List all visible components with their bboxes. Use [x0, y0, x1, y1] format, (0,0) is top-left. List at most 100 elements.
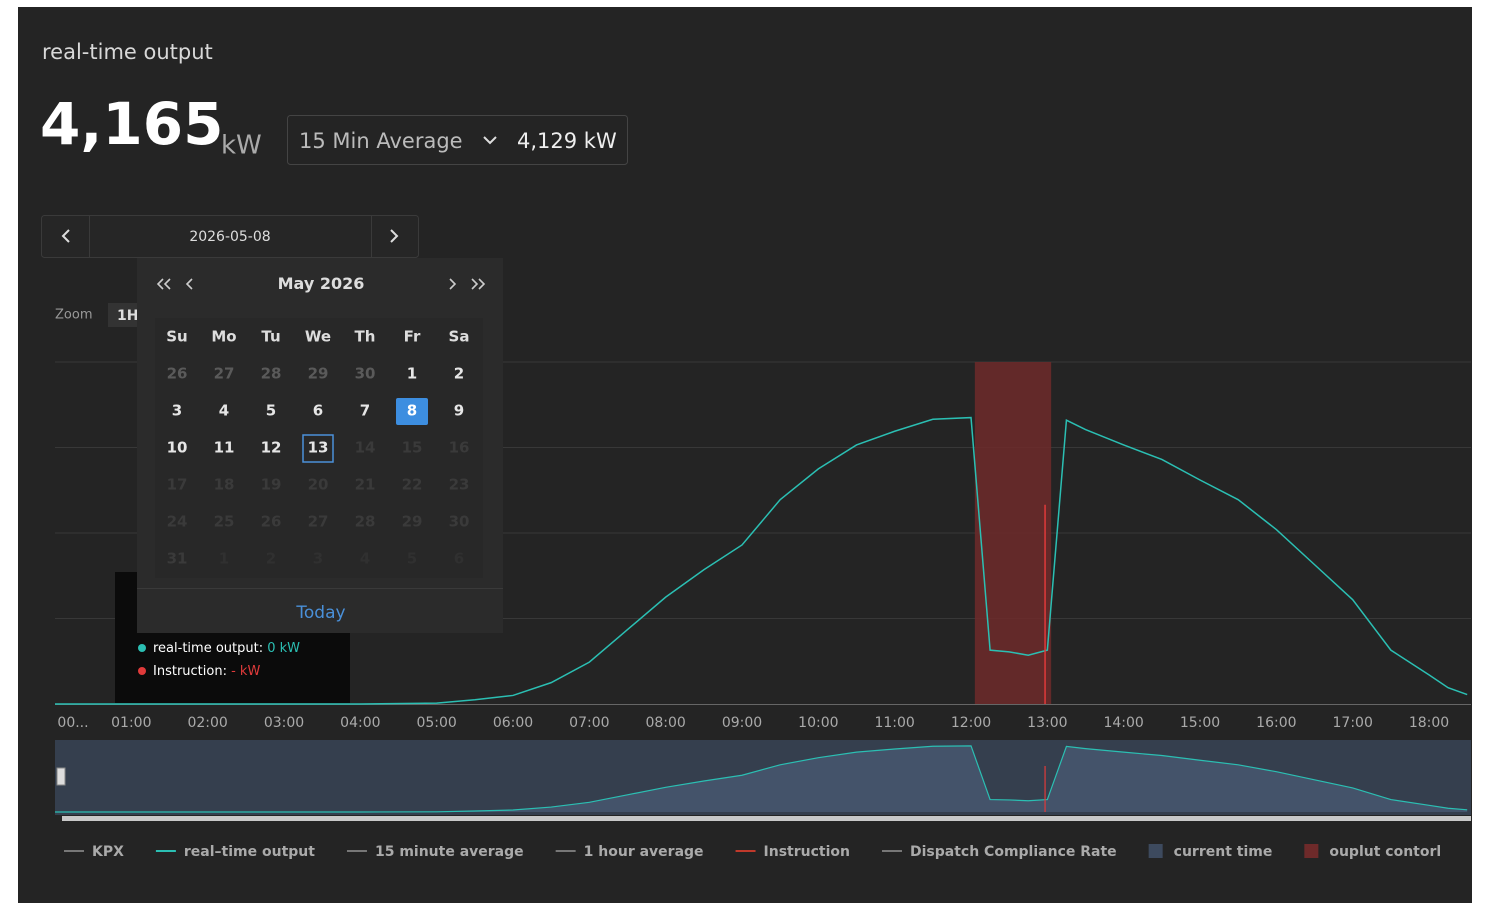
legend-label[interactable]: 15 minute average [375, 844, 524, 860]
date-bar [41, 215, 419, 258]
calendar-next[interactable] [449, 278, 486, 290]
x-tick-label: 07:00 [569, 715, 609, 731]
day[interactable]: 8 [407, 402, 417, 420]
day: 4 [360, 550, 370, 568]
day: 26 [261, 513, 282, 531]
tooltip-value: 0 kW [267, 641, 300, 656]
weekday: Tu [261, 328, 280, 346]
x-tick-label: 04:00 [340, 715, 380, 731]
selected-day [396, 398, 428, 425]
legend-swatch [1304, 844, 1319, 858]
day: 21 [355, 476, 376, 494]
day[interactable]: 12 [261, 439, 282, 457]
day: 29 [402, 513, 423, 531]
day: 18 [214, 476, 235, 494]
weekday: We [305, 328, 331, 346]
day: 19 [261, 476, 282, 494]
x-tick-label: 15:00 [1180, 715, 1220, 731]
day[interactable]: 7 [360, 402, 370, 420]
day: 25 [214, 513, 235, 531]
average-value: 4,129 kW [517, 129, 617, 153]
average-dropdown[interactable] [287, 115, 628, 165]
legend-label[interactable]: Dispatch Compliance Rate [910, 844, 1117, 860]
x-tick-label: 13:00 [1027, 715, 1067, 731]
day: 31 [167, 550, 188, 568]
day[interactable]: 9 [454, 402, 464, 420]
zoom-button-label[interactable]: 1H [117, 308, 138, 324]
day: 30 [449, 513, 470, 531]
scrollbar[interactable] [62, 816, 1471, 821]
weekday: Fr [404, 328, 421, 346]
navigator-area [55, 745, 1468, 812]
title: real-time output [42, 40, 213, 64]
legend-swatch [1148, 844, 1163, 858]
weekday: Su [166, 328, 187, 346]
day[interactable]: 1 [407, 365, 417, 383]
day: 2 [266, 550, 276, 568]
day: 5 [407, 550, 417, 568]
average-select[interactable]: 15 Min Average [299, 129, 463, 153]
day: 3 [313, 550, 323, 568]
day[interactable]: 3 [172, 402, 182, 420]
day[interactable]: 26 [167, 365, 188, 383]
zoom-button[interactable] [108, 303, 140, 327]
day: 27 [308, 513, 329, 531]
month: May [278, 274, 315, 293]
x-tick-label: 09:00 [722, 715, 762, 731]
day: 6 [454, 550, 464, 568]
navigator [55, 740, 1471, 821]
legend-label[interactable]: real–time output [184, 844, 315, 860]
day: 14 [355, 439, 376, 457]
x-tick-label: 17:00 [1333, 715, 1373, 731]
day[interactable]: 10 [167, 439, 188, 457]
x-tick-label: 06:00 [493, 715, 533, 731]
day: 20 [308, 476, 329, 494]
tooltip-label: Instruction: - kW [153, 664, 260, 679]
weekday: Sa [449, 328, 470, 346]
navigator-line [55, 745, 1468, 813]
legend-label[interactable]: current time [1174, 844, 1273, 860]
day[interactable]: 2 [454, 365, 464, 383]
day: 28 [355, 513, 376, 531]
x-tick-label: 01:00 [111, 715, 151, 731]
day[interactable]: 6 [313, 402, 323, 420]
x-tick-label: 02:00 [187, 715, 227, 731]
x-tick-label: 11:00 [874, 715, 914, 731]
legend-label[interactable]: Instruction [764, 844, 850, 860]
day: 1 [219, 550, 229, 568]
day[interactable]: 30 [355, 365, 376, 383]
chevron[interactable] [483, 136, 497, 145]
next-day[interactable] [390, 229, 399, 243]
day[interactable]: 28 [261, 365, 282, 383]
weekday: Mo [211, 328, 236, 346]
x-tick-label: 14:00 [1103, 715, 1143, 731]
date-input[interactable]: 2026-05-08 [189, 229, 270, 245]
day[interactable]: 4 [219, 402, 229, 420]
day: 22 [402, 476, 423, 494]
legend-label[interactable]: 1 hour average [584, 844, 704, 860]
calendar-prev[interactable] [156, 278, 193, 290]
today-outline [302, 434, 334, 463]
x-tick-label: 18:00 [1409, 715, 1449, 731]
tooltip-label: Instruction: [153, 664, 231, 679]
day[interactable]: 27 [214, 365, 235, 383]
tooltip-label: real-time output: [153, 641, 267, 656]
x-tick-label: 08:00 [645, 715, 685, 731]
today-button[interactable]: Today [295, 603, 345, 623]
x-tick-label: 00... [57, 715, 88, 731]
tooltip-label: real-time output: 0 kW [153, 641, 300, 656]
day[interactable]: 13 [308, 439, 329, 457]
output-line [55, 416, 1468, 705]
day[interactable]: 5 [266, 402, 276, 420]
legend-label[interactable]: ouplut contorl [1329, 844, 1441, 860]
calendar-body [155, 318, 483, 578]
tooltip-dot [138, 644, 146, 652]
legend-label[interactable]: KPX [92, 844, 124, 860]
day[interactable]: 29 [308, 365, 329, 383]
navigator-handle[interactable] [56, 767, 66, 786]
current-value: 4,165 [40, 90, 223, 158]
day[interactable]: 11 [214, 439, 235, 457]
prev-day[interactable] [61, 229, 70, 243]
